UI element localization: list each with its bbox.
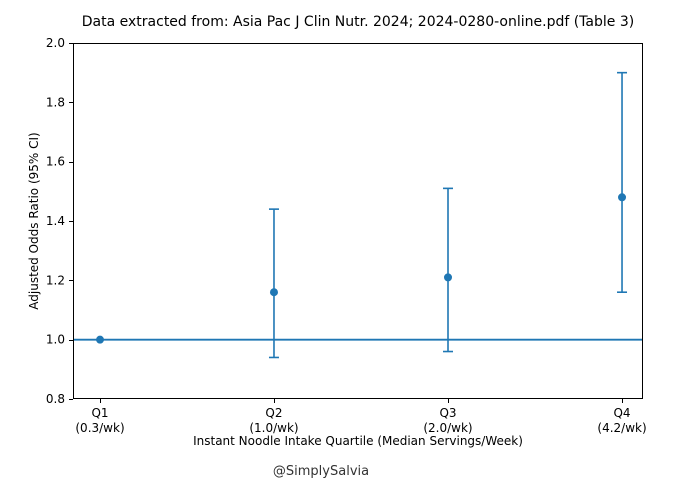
x-tick-sublabel: (1.0/wk) (249, 421, 298, 435)
x-tick-sublabel: (2.0/wk) (423, 421, 472, 435)
y-tick-label: 1.2 (46, 273, 65, 287)
x-tick-sublabel: (4.2/wk) (597, 421, 646, 435)
x-tick-label: Q1 (91, 406, 108, 420)
data-point (444, 273, 453, 282)
x-tick-label: Q3 (439, 406, 456, 420)
data-point (96, 335, 105, 344)
watermark-handle: @SimplySalvia (272, 464, 370, 479)
y-tick-label: 2.0 (46, 36, 65, 50)
data-point (618, 193, 627, 202)
x-tick-label: Q4 (613, 406, 630, 420)
x-tick-label: Q2 (265, 406, 282, 420)
x-tick-sublabel: (0.3/wk) (75, 421, 124, 435)
y-tick-label: 1.8 (46, 95, 65, 109)
chart-title: Data extracted from: Asia Pac J Clin Nut… (81, 14, 635, 30)
y-tick-label: 0.8 (46, 392, 65, 406)
y-tick-label: 1.4 (46, 214, 65, 228)
y-tick-label: 1.0 (46, 333, 65, 347)
x-axis-label: Instant Noodle Intake Quartile (Median S… (193, 434, 523, 448)
data-point (269, 288, 278, 297)
plot-frame (73, 43, 643, 399)
y-tick-label: 1.6 (46, 155, 65, 169)
